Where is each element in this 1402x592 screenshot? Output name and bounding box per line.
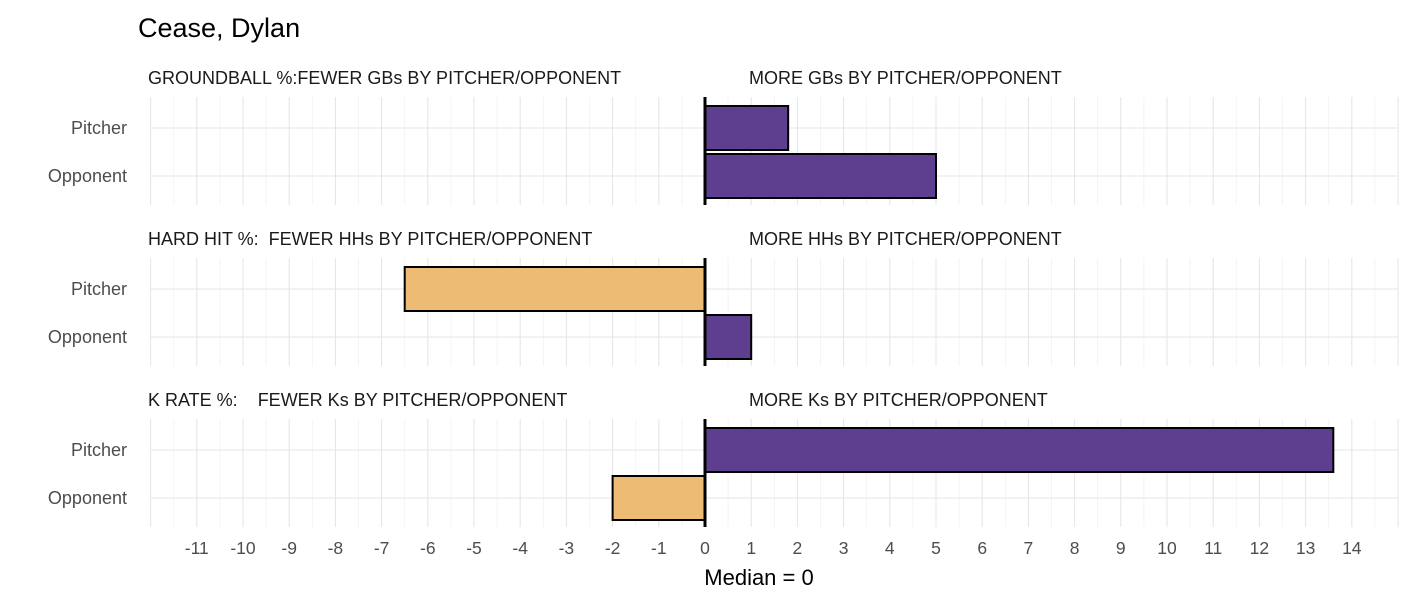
- bar-pitcher: [704, 427, 1335, 473]
- x-tick-label: 13: [1296, 538, 1315, 558]
- x-tick-label: 14: [1342, 538, 1362, 558]
- x-tick-label: -3: [559, 538, 575, 558]
- category-label-pitcher: Pitcher: [71, 279, 127, 299]
- x-tick-label: 12: [1250, 538, 1269, 558]
- bar-opponent: [704, 314, 753, 360]
- x-axis: -11 -10 -9 -8 -7 -6 -5 -4 -3 -2 -1 0 1 2 3 4 5 6 7 8 9 10 11 12…: [185, 538, 1362, 558]
- x-tick-label: 1: [746, 538, 756, 558]
- facet-label-right: MORE HHs BY PITCHER/OPPONENT: [749, 229, 1062, 249]
- x-tick-label: -11: [185, 538, 209, 558]
- facet-label-right: MORE GBs BY PITCHER/OPPONENT: [749, 68, 1062, 88]
- x-tick-label: -10: [230, 538, 256, 558]
- bar-opponent: [611, 475, 706, 521]
- bar-opponent: [704, 153, 937, 199]
- x-tick-label: -7: [374, 538, 390, 558]
- x-tick-label: 9: [1116, 538, 1126, 558]
- x-tick-label: 8: [1070, 538, 1080, 558]
- x-tick-label: -2: [605, 538, 621, 558]
- category-label-pitcher: Pitcher: [71, 440, 127, 460]
- x-tick-label: 10: [1157, 538, 1177, 558]
- panel-2: HARD HIT %: FEWER HHs BY PITCHER/OPPONEN…: [48, 229, 1399, 366]
- facet-label-right: MORE Ks BY PITCHER/OPPONENT: [749, 390, 1048, 410]
- x-tick-label: 7: [1024, 538, 1034, 558]
- x-tick-label: 2: [793, 538, 803, 558]
- x-axis-title: Median = 0: [704, 565, 813, 590]
- bar-pitcher: [704, 105, 790, 151]
- chart-title: Cease, Dylan: [138, 13, 300, 43]
- panel-3: K RATE %: FEWER Ks BY PITCHER/OPPONENT MO…: [48, 390, 1399, 527]
- facet-label-left: GROUNDBALL %:FEWER GBs BY PITCHER/OPPONE…: [148, 68, 621, 88]
- category-label-opponent: Opponent: [48, 166, 127, 186]
- panel-1: GROUNDBALL %:FEWER GBs BY PITCHER/OPPONE…: [48, 68, 1399, 205]
- x-tick-label: -5: [466, 538, 482, 558]
- x-tick-label: -6: [420, 538, 436, 558]
- facet-label-left: K RATE %: FEWER Ks BY PITCHER/OPPONENT: [148, 390, 567, 410]
- x-tick-label: -8: [328, 538, 344, 558]
- x-tick-label: 4: [885, 538, 895, 558]
- facet-label-left: HARD HIT %: FEWER HHs BY PITCHER/OPPONEN…: [148, 229, 592, 249]
- x-tick-label: -9: [281, 538, 297, 558]
- x-tick-label: 6: [977, 538, 987, 558]
- x-tick-label: 3: [839, 538, 849, 558]
- x-tick-label: 0: [700, 538, 710, 558]
- x-tick-label: 11: [1204, 538, 1222, 558]
- x-tick-label: -1: [651, 538, 667, 558]
- category-label-opponent: Opponent: [48, 488, 127, 508]
- category-label-opponent: Opponent: [48, 327, 127, 347]
- category-label-pitcher: Pitcher: [71, 118, 127, 138]
- facet-panels: GROUNDBALL %:FEWER GBs BY PITCHER/OPPONE…: [48, 68, 1399, 527]
- x-tick-label: -4: [512, 538, 528, 558]
- bar-pitcher: [403, 266, 706, 312]
- x-tick-label: 5: [931, 538, 941, 558]
